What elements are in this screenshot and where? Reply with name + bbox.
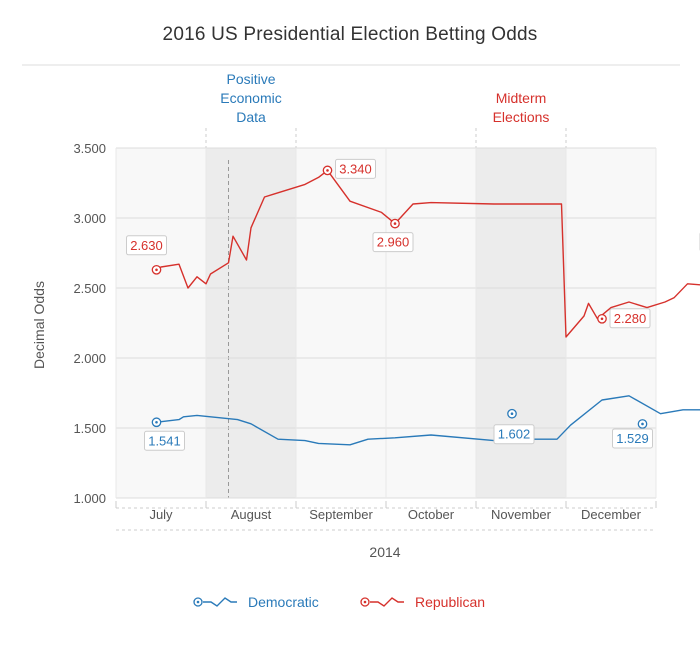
data-point-dot: [641, 422, 644, 426]
data-point-dot: [155, 268, 158, 272]
value-label-box: [609, 308, 651, 329]
x-tick-label: August: [231, 507, 272, 522]
y-axis-ticks: 1.000 1.500 2.000 2.500 3.000 3.500: [73, 141, 106, 506]
value-label: 1.529: [616, 431, 649, 446]
data-point-dot: [326, 169, 329, 172]
value-label-box: [372, 232, 414, 253]
band-annotation-line: Midterm: [496, 90, 547, 106]
band-annotation-line: Positive: [226, 71, 275, 87]
value-label-box: [335, 158, 376, 179]
value-label-box: [126, 235, 167, 256]
x-tick-label: July: [149, 507, 173, 522]
series-line-democratic: [156, 395, 700, 446]
y-tick-label: 2.000: [73, 351, 106, 366]
band-annotation-line: Elections: [493, 109, 550, 125]
legend-marker-dot: [196, 600, 200, 604]
x-tick-label: October: [408, 507, 455, 522]
series-line-republican: [156, 169, 700, 338]
highlight-band: [206, 148, 296, 498]
y-tick-label: 3.500: [73, 141, 106, 156]
value-label-box: [493, 424, 535, 445]
x-tick-label: December: [581, 507, 642, 522]
value-label-box: [144, 430, 185, 451]
highlight-band: [476, 148, 566, 498]
x-tick-label: September: [309, 507, 373, 522]
x-axis-label: 2014: [369, 544, 400, 560]
legend-line: [203, 597, 237, 607]
value-label: 3.340: [339, 161, 372, 176]
legend-label: Republican: [415, 594, 485, 610]
y-tick-label: 2.500: [73, 281, 106, 296]
legend-marker-dot: [363, 600, 367, 604]
data-point-dot: [510, 412, 514, 416]
value-label: 2.960: [377, 235, 410, 250]
value-label: 2.630: [130, 238, 163, 253]
legend-label: Democratic: [248, 594, 319, 610]
series-lines: [156, 169, 700, 446]
band-annotation-line: Data: [236, 109, 266, 125]
y-tick-label: 1.000: [73, 491, 106, 506]
data-point-dot: [155, 420, 158, 424]
data-point-dot: [600, 317, 604, 321]
legend: Democratic Republican: [193, 594, 485, 610]
x-axis-ticks: July August September October November Decemb…: [115, 501, 657, 531]
value-label-box: [612, 428, 653, 449]
y-axis-label: Decimal Odds: [31, 281, 47, 369]
data-point-dot: [393, 222, 397, 225]
y-tick-label: 3.000: [73, 211, 106, 226]
band-annotation-line: Economic: [220, 90, 281, 106]
x-tick-label: November: [491, 507, 552, 522]
legend-line: [370, 597, 404, 607]
value-label: 1.541: [148, 433, 181, 448]
value-label: 1.602: [498, 427, 531, 442]
value-label: 2.280: [614, 311, 647, 326]
y-tick-label: 1.500: [73, 421, 106, 436]
chart-title: 2016 US Presidential Election Betting Od…: [163, 24, 538, 45]
